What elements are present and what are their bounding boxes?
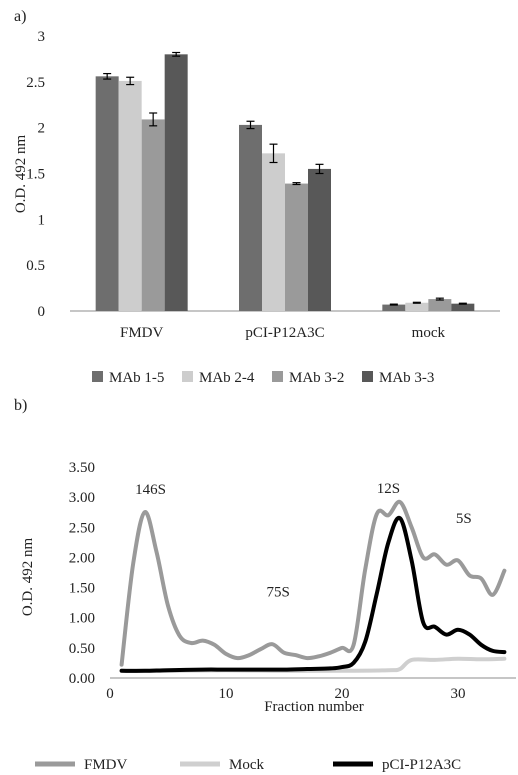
line-chart-y-tick-label: 0.50 bbox=[69, 641, 95, 657]
bar-chart-y-tick-label: 2.5 bbox=[26, 75, 45, 91]
peak-annotation: 75S bbox=[267, 585, 290, 601]
line-chart-y-axis-label: O.D. 492 nm bbox=[20, 538, 36, 617]
bar bbox=[405, 302, 429, 311]
bar bbox=[141, 119, 165, 312]
legend-swatch bbox=[362, 371, 373, 382]
bar bbox=[164, 54, 188, 311]
peak-annotation: 5S bbox=[456, 511, 472, 527]
bar bbox=[428, 299, 452, 311]
panel-a-label: a) bbox=[14, 8, 26, 25]
legend-swatch bbox=[272, 371, 283, 382]
panel-b-label: b) bbox=[14, 397, 27, 414]
line-chart-y-tick-label: 2.50 bbox=[69, 520, 95, 536]
series-line-fmdv bbox=[119, 499, 507, 667]
bar-chart-y-tick-label: 1.5 bbox=[26, 167, 45, 183]
line-chart-y-tick-label: 1.00 bbox=[69, 611, 95, 627]
line-chart-x-tick-label: 10 bbox=[219, 686, 234, 702]
legend-swatch bbox=[182, 371, 193, 382]
legend-swatch bbox=[92, 371, 103, 382]
legend-label: Mock bbox=[229, 757, 264, 773]
line-chart-x-tick-label: 20 bbox=[335, 686, 350, 702]
legend-label: MAb 3-3 bbox=[379, 370, 434, 386]
bar bbox=[118, 80, 142, 312]
bar bbox=[239, 124, 262, 312]
series-line-pci-p12a3c bbox=[119, 515, 507, 673]
line-chart-y-tick-label: 2.00 bbox=[69, 550, 95, 566]
bar-chart-category-label: pCI-P12A3C bbox=[245, 325, 324, 341]
bar bbox=[308, 168, 331, 311]
peak-annotation: 12S bbox=[377, 481, 400, 497]
bar-chart: O.D. 492 nm 0 0.5 1 1.5 2 2.5 3 FMDV pCI-P12A3C m… bbox=[13, 29, 500, 386]
line-chart: O.D. 492 nm Fraction number 0.00 0.50 1.00… bbox=[20, 460, 516, 773]
bar-chart-y-tick-label: 0.5 bbox=[26, 258, 45, 274]
bar-chart-y-tick-label: 3 bbox=[38, 29, 46, 45]
bar-chart-category-label: mock bbox=[412, 325, 446, 341]
bar bbox=[285, 183, 308, 311]
legend-label: MAb 1-5 bbox=[109, 370, 164, 386]
bar bbox=[262, 153, 285, 311]
bar bbox=[382, 304, 406, 311]
legend-label: MAb 2-4 bbox=[199, 370, 255, 386]
line-chart-x-axis-label: Fraction number bbox=[264, 699, 364, 715]
peak-annotation: 146S bbox=[135, 482, 166, 498]
line-chart-y-tick-label: 3.00 bbox=[69, 490, 95, 506]
legend-label: FMDV bbox=[84, 757, 128, 773]
bar-chart-y-tick-label: 1 bbox=[38, 212, 46, 228]
legend-label: pCI-P12A3C bbox=[382, 757, 461, 773]
line-chart-y-tick-label: 3.50 bbox=[69, 460, 95, 476]
bar bbox=[95, 76, 119, 311]
bar-chart-y-tick-label: 0 bbox=[38, 304, 46, 320]
line-chart-y-tick-label: 1.50 bbox=[69, 581, 95, 597]
bar-chart-y-axis-label: O.D. 492 nm bbox=[13, 135, 29, 214]
line-chart-x-tick-label: 0 bbox=[106, 686, 114, 702]
line-chart-y-tick-label: 0.00 bbox=[69, 671, 95, 687]
line-chart-x-tick-label: 30 bbox=[451, 686, 466, 702]
bar-chart-category-label: FMDV bbox=[120, 325, 164, 341]
bar bbox=[451, 303, 475, 311]
legend-label: MAb 3-2 bbox=[289, 370, 344, 386]
bar-chart-y-tick-label: 2 bbox=[38, 121, 46, 137]
